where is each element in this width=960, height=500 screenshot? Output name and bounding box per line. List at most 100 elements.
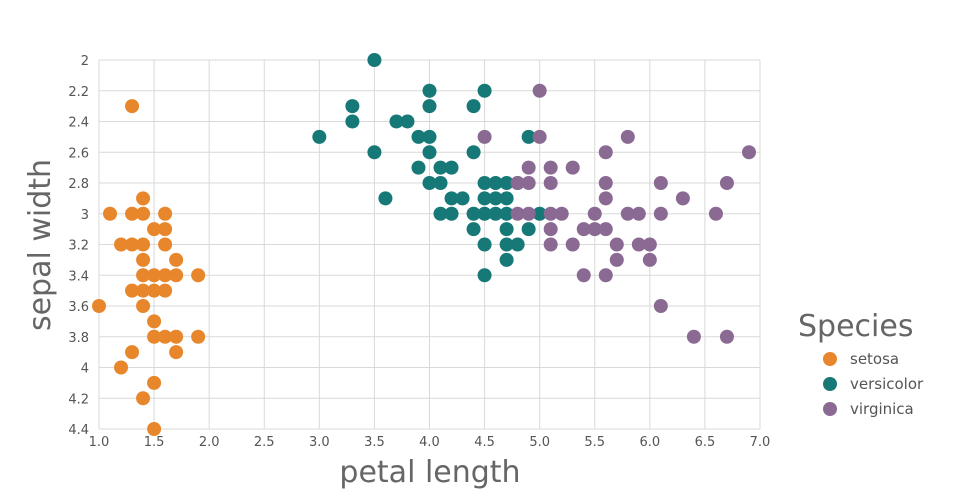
data-point-versicolor — [510, 237, 525, 252]
data-point-setosa — [158, 237, 173, 252]
data-point-setosa — [158, 206, 173, 221]
x-tick-labels: 1.0 1.5 2.0 2.5 3.0 3.5 4.0 4.5 5.0 5.5 6.0 6.5 7.0 — [89, 435, 771, 450]
data-point-virginica — [587, 206, 602, 221]
data-point-versicolor — [400, 114, 415, 129]
data-point-setosa — [147, 375, 162, 390]
data-point-virginica — [642, 252, 657, 267]
data-point-setosa — [125, 345, 140, 360]
y-tick-label: 4.4 — [68, 423, 89, 438]
data-point-virginica — [576, 268, 591, 283]
data-point-versicolor — [411, 160, 426, 175]
data-point-versicolor — [477, 268, 492, 283]
data-point-virginica — [565, 160, 580, 175]
data-points — [92, 53, 756, 436]
data-point-setosa — [147, 422, 162, 436]
y-tick-label: 2.6 — [68, 146, 89, 161]
y-tick-label: 3.4 — [68, 269, 89, 284]
data-point-versicolor — [477, 191, 492, 206]
data-point-setosa — [136, 237, 151, 252]
data-point-versicolor — [499, 191, 514, 206]
legend-label-versicolor: versicolor — [850, 375, 924, 393]
data-point-setosa — [158, 222, 173, 237]
y-tick-labels: 2 2.2 2.4 2.6 2.8 3 3.2 3.4 3.6 3.8 4 4.2 4.4 — [68, 54, 89, 438]
legend-title: Species — [798, 309, 913, 344]
data-point-setosa — [136, 191, 151, 206]
data-point-versicolor — [488, 206, 503, 221]
data-point-versicolor — [499, 206, 514, 221]
legend-marker-virginica — [823, 402, 837, 416]
data-point-versicolor — [389, 114, 404, 129]
x-tick-label: 6.5 — [695, 435, 716, 450]
data-point-versicolor — [433, 176, 448, 190]
data-point-versicolor — [422, 145, 437, 160]
data-point-versicolor — [477, 83, 492, 98]
data-point-setosa — [114, 360, 129, 375]
data-point-setosa — [125, 237, 140, 252]
data-point-virginica — [620, 129, 635, 144]
legend: Species setosa versicolor virginica — [798, 309, 924, 418]
data-point-setosa — [158, 283, 173, 298]
data-point-virginica — [686, 329, 701, 344]
x-tick-label: 5.5 — [584, 435, 605, 450]
data-point-setosa — [125, 283, 140, 298]
data-point-versicolor — [444, 206, 459, 221]
data-point-virginica — [543, 160, 558, 175]
data-point-virginica — [598, 222, 613, 237]
data-point-virginica — [576, 222, 591, 237]
data-point-virginica — [631, 237, 646, 252]
y-tick-label: 4.2 — [68, 392, 89, 407]
data-point-versicolor — [367, 53, 382, 67]
data-point-setosa — [114, 237, 129, 252]
data-point-virginica — [477, 129, 492, 144]
data-point-versicolor — [422, 176, 437, 190]
data-point-virginica — [521, 206, 536, 221]
x-tick-label: 7.0 — [750, 435, 771, 450]
data-point-setosa — [103, 206, 118, 221]
data-point-versicolor — [488, 176, 503, 190]
y-tick-label: 3.2 — [68, 239, 89, 254]
data-point-versicolor — [466, 206, 481, 221]
data-point-setosa — [191, 329, 206, 344]
series-setosa — [92, 99, 206, 436]
data-point-versicolor — [345, 114, 360, 129]
data-point-versicolor — [433, 206, 448, 221]
data-point-setosa — [158, 268, 173, 283]
data-point-versicolor — [477, 237, 492, 252]
series-versicolor — [312, 53, 547, 283]
data-point-setosa — [147, 222, 162, 237]
data-point-virginica — [532, 83, 547, 98]
data-point-versicolor — [444, 191, 459, 206]
x-tick-label: 2.5 — [254, 435, 275, 450]
data-point-versicolor — [477, 206, 492, 221]
data-point-versicolor — [444, 160, 459, 175]
data-point-versicolor — [488, 191, 503, 206]
x-tick-label: 1.0 — [89, 435, 110, 450]
data-point-virginica — [653, 206, 668, 221]
legend-marker-versicolor — [823, 377, 837, 391]
legend-label-setosa: setosa — [850, 350, 899, 368]
data-point-setosa — [169, 252, 184, 267]
data-point-virginica — [719, 329, 734, 344]
y-tick-label: 2.8 — [68, 177, 89, 192]
y-tick-label: 4 — [81, 362, 89, 377]
data-point-virginica — [565, 237, 580, 252]
data-point-setosa — [136, 268, 151, 283]
data-point-versicolor — [521, 129, 536, 144]
data-point-virginica — [609, 252, 624, 267]
data-point-virginica — [598, 176, 613, 190]
x-tick-label: 3.5 — [364, 435, 385, 450]
y-tick-label: 2.4 — [68, 116, 89, 131]
data-point-virginica — [719, 176, 734, 190]
data-point-virginica — [510, 206, 525, 221]
data-point-setosa — [125, 99, 140, 114]
data-point-virginica — [543, 222, 558, 237]
data-point-virginica — [598, 145, 613, 160]
y-tick-label: 2 — [81, 54, 89, 69]
data-point-setosa — [147, 283, 162, 298]
y-tick-label: 3.6 — [68, 300, 89, 315]
data-point-virginica — [642, 237, 657, 252]
data-point-setosa — [125, 206, 140, 221]
data-point-versicolor — [422, 83, 437, 98]
data-point-versicolor — [499, 222, 514, 237]
